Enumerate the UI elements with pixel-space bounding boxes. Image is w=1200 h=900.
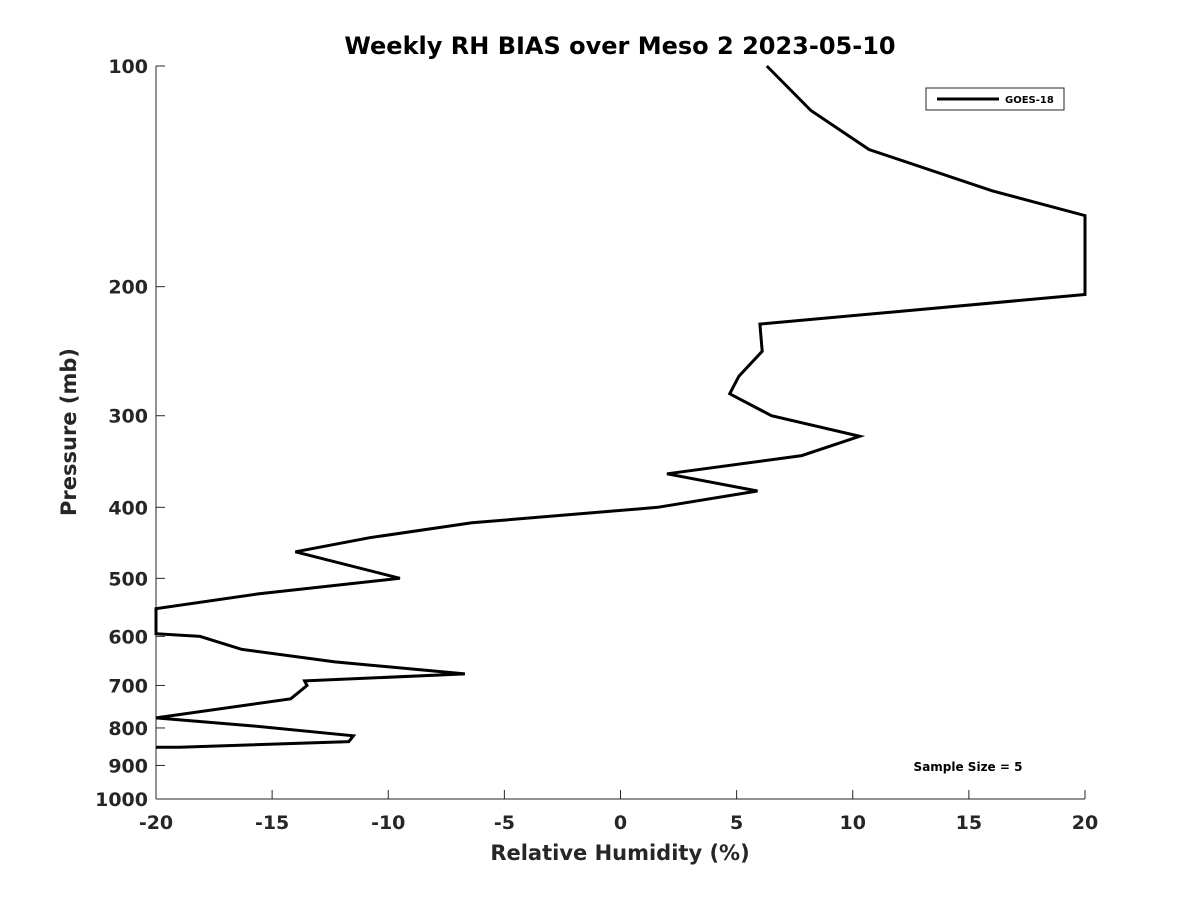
series-line-goes18 xyxy=(154,64,1087,749)
series-layer xyxy=(154,64,1087,749)
y-tick-label: 700 xyxy=(108,675,148,697)
x-tick-label: -20 xyxy=(139,812,173,834)
y-tick-label: 200 xyxy=(108,277,148,299)
x-tick-label: 20 xyxy=(1072,812,1098,834)
x-tick-label: -5 xyxy=(494,812,515,834)
x-tick-label: 10 xyxy=(840,812,866,834)
x-ticks: -20 -15 -10 -5 0 5 10 15 20 xyxy=(139,790,1098,834)
y-axis-label: Pressure (mb) xyxy=(57,348,81,516)
x-tick-label: -15 xyxy=(255,812,289,834)
y-tick-label: 900 xyxy=(108,755,148,777)
legend: GOES-18 xyxy=(925,87,1065,111)
x-tick-label: -10 xyxy=(371,812,405,834)
y-tick-label: 600 xyxy=(108,626,148,648)
plot-area: -20 -15 -10 -5 0 5 10 15 20 100 200 300 400 500 600 70… xyxy=(95,56,1098,834)
y-tick-label: 1000 xyxy=(95,789,148,811)
y-tick-label: 300 xyxy=(108,406,148,428)
chart-title: Weekly RH BIAS over Meso 2 2023-05-10 xyxy=(344,32,895,60)
legend-label-goes18: GOES-18 xyxy=(1005,95,1054,106)
y-ticks: 100 200 300 400 500 600 700 800 900 1000 xyxy=(95,56,165,811)
x-axis-label: Relative Humidity (%) xyxy=(490,841,749,865)
y-tick-label: 500 xyxy=(108,568,148,590)
y-tick-label: 800 xyxy=(108,718,148,740)
sample-size-annotation: Sample Size = 5 xyxy=(914,760,1023,774)
x-tick-label: 5 xyxy=(730,812,743,834)
x-tick-label: 0 xyxy=(614,812,627,834)
y-tick-label: 400 xyxy=(108,497,148,519)
y-tick-label: 100 xyxy=(108,56,148,78)
x-tick-label: 15 xyxy=(956,812,982,834)
